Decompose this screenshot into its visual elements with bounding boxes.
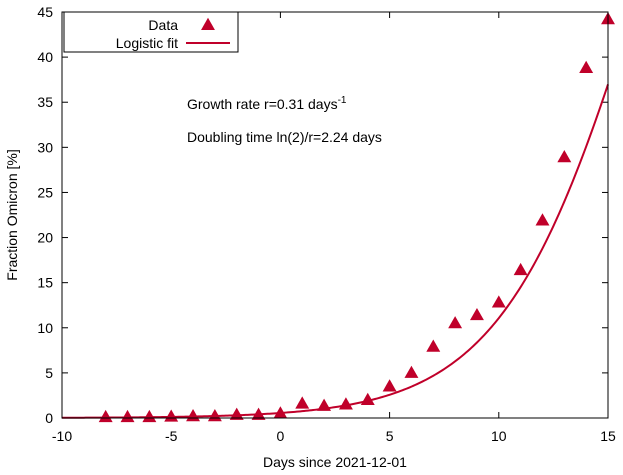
x-tick-label: 10 xyxy=(491,428,507,444)
legend-marker-data xyxy=(201,17,215,31)
data-point xyxy=(120,409,135,423)
x-tick-label: -10 xyxy=(52,428,72,444)
data-point xyxy=(142,409,157,423)
data-point xyxy=(251,407,266,420)
data-point xyxy=(426,339,441,352)
annotation-growth-rate: Growth rate r=0.31 days-1 xyxy=(187,95,347,112)
y-tick-label: 25 xyxy=(37,184,53,200)
growth-rate-exponent: -1 xyxy=(338,95,347,106)
data-point xyxy=(164,409,179,422)
annotation-doubling-time: Doubling time ln(2)/r=2.24 days xyxy=(187,129,382,145)
y-tick-label: 20 xyxy=(37,230,53,246)
plot-frame xyxy=(61,11,609,419)
data-point xyxy=(295,396,310,409)
data-point xyxy=(382,379,397,392)
x-axis-label: Days since 2021-12-01 xyxy=(263,454,407,470)
data-point xyxy=(535,213,550,226)
legend: Data Logistic fit xyxy=(63,11,239,53)
y-axis-label: Fraction Omicron [%] xyxy=(4,149,20,280)
data-point xyxy=(557,150,572,163)
legend-box xyxy=(63,11,239,53)
data-point xyxy=(448,316,463,329)
y-tick-label: 15 xyxy=(37,275,53,291)
y-tick-label: 30 xyxy=(37,139,53,155)
x-tick-label: 5 xyxy=(386,428,394,444)
data-point xyxy=(317,398,332,411)
x-tick-label: -5 xyxy=(165,428,178,444)
data-point xyxy=(491,295,506,308)
y-tick-label: 5 xyxy=(45,365,53,381)
x-tick-labels: -10 -5 0 5 10 15 xyxy=(52,428,616,444)
data-point xyxy=(98,409,113,423)
data-point xyxy=(338,397,353,410)
data-point xyxy=(186,408,200,422)
y-tick-label: 0 xyxy=(45,410,53,426)
y-tick-label: 45 xyxy=(37,4,53,20)
axis-ticks xyxy=(61,11,609,419)
x-tick-label: 0 xyxy=(277,428,285,444)
y-tick-label: 40 xyxy=(37,49,53,65)
growth-rate-text: Growth rate r=0.31 days xyxy=(187,96,338,112)
data-point xyxy=(579,60,594,73)
legend-label-data: Data xyxy=(148,17,178,33)
y-tick-label: 35 xyxy=(37,94,53,110)
y-tick-label: 10 xyxy=(37,320,53,336)
data-point xyxy=(229,407,244,420)
y-tick-labels: 0 5 10 15 20 25 30 35 40 45 xyxy=(37,4,53,426)
x-tick-label: 15 xyxy=(600,428,616,444)
data-point xyxy=(404,365,419,378)
legend-label-fit: Logistic fit xyxy=(116,35,178,51)
data-point xyxy=(360,392,375,405)
data-point xyxy=(273,406,288,419)
data-point xyxy=(513,262,528,276)
data-points xyxy=(98,12,615,423)
data-point xyxy=(470,307,484,321)
